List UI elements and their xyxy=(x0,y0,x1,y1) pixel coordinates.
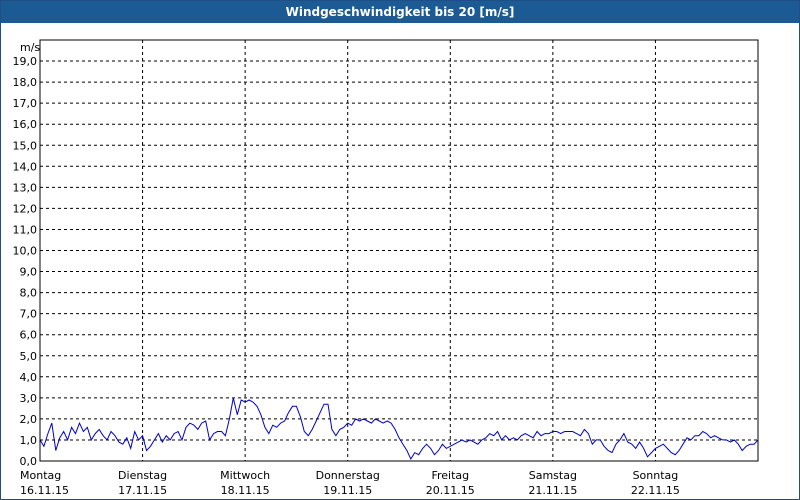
y-tick-label: 10,0 xyxy=(13,245,38,258)
y-axis-unit-label: m/s xyxy=(20,41,40,54)
y-tick-label: 7,0 xyxy=(20,308,38,321)
x-tick-day-label: Samstag xyxy=(529,469,577,482)
y-tick-label: 9,0 xyxy=(20,266,38,279)
y-tick-label: 13,0 xyxy=(13,181,38,194)
plot-series xyxy=(39,397,759,460)
y-tick-label: 2,0 xyxy=(20,413,38,426)
x-tick-date-label: 17.11.15 xyxy=(118,484,167,497)
x-tick-day-label: Donnerstag xyxy=(316,469,380,482)
y-tick-label: 16,0 xyxy=(13,118,38,131)
y-tick-label: 12,0 xyxy=(13,202,38,215)
y-tick-label: 5,0 xyxy=(20,350,38,363)
x-tick-day-label: Montag xyxy=(20,469,61,482)
series-line xyxy=(39,397,759,460)
y-tick-label: 17,0 xyxy=(13,97,38,110)
y-tick-label: 0,0 xyxy=(20,455,38,468)
x-tick-day-label: Dienstag xyxy=(118,469,167,482)
x-tick-date-label: 22.11.15 xyxy=(631,484,680,497)
y-tick-label: 18,0 xyxy=(13,76,38,89)
x-tick-day-label: Freitag xyxy=(431,469,469,482)
x-tick-day-label: Mittwoch xyxy=(220,469,270,482)
y-tick-label: 3,0 xyxy=(20,392,38,405)
y-tick-label: 15,0 xyxy=(13,139,38,152)
x-tick-date-label: 20.11.15 xyxy=(426,484,475,497)
y-tick-label: 14,0 xyxy=(13,160,38,173)
x-tick-date-label: 19.11.15 xyxy=(323,484,372,497)
x-tick-date-label: 18.11.15 xyxy=(221,484,270,497)
y-axis: 0,0 1,0 2,0 3,0 4,0 5,0 6,0 7,0 8,0 9,0 10,0 11,0 12… xyxy=(13,55,38,468)
y-tick-label: 19,0 xyxy=(13,55,38,68)
x-axis: Montag 16.11.15 Dienstag 17.11.15 Mittwoch 18… xyxy=(20,469,680,497)
grid-lines xyxy=(40,40,758,461)
y-tick-label: 11,0 xyxy=(13,223,38,236)
y-tick-label: 4,0 xyxy=(20,371,38,384)
y-tick-label: 1,0 xyxy=(20,434,38,447)
plot-area-border xyxy=(39,39,759,462)
y-tick-label: 8,0 xyxy=(20,287,38,300)
x-tick-day-label: Sonntag xyxy=(633,469,679,482)
x-tick-date-label: 21.11.15 xyxy=(528,484,577,497)
chart-title: Windgeschwindigkeit bis 20 [m/s] xyxy=(1,1,799,23)
x-tick-date-label: 16.11.15 xyxy=(20,484,69,497)
y-tick-label: 6,0 xyxy=(20,329,38,342)
